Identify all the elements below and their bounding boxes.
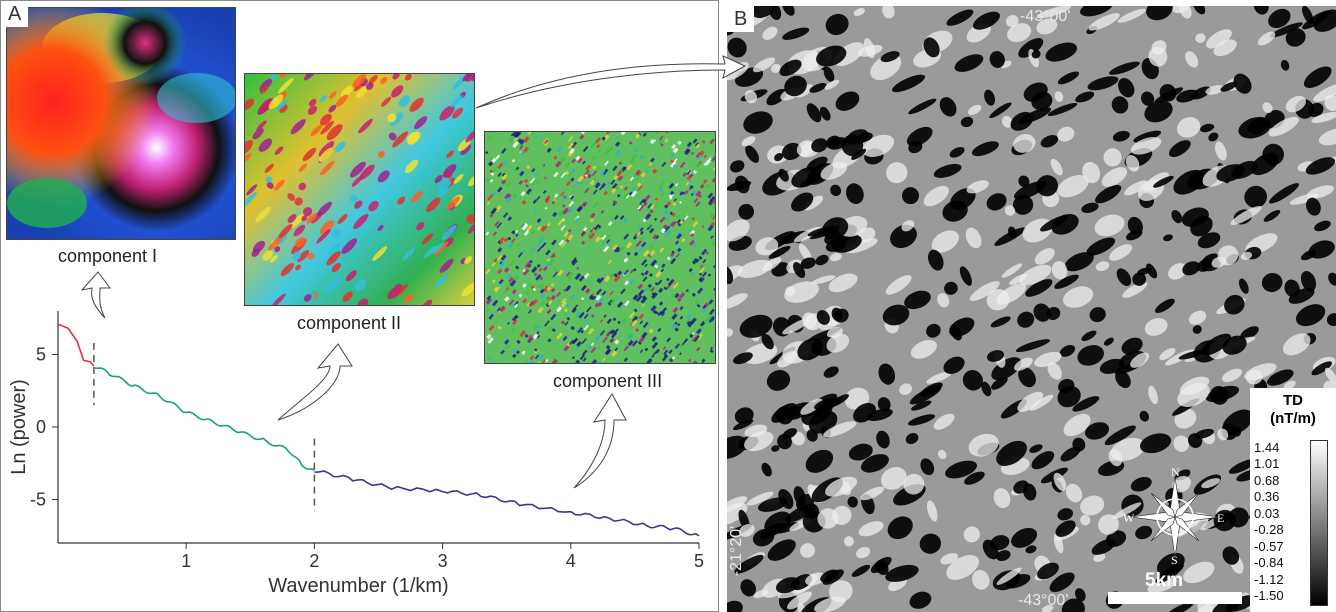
- x-axis-label: Wavenumber (1/km): [268, 575, 448, 597]
- legend-value: 0.68: [1254, 473, 1280, 488]
- series-line: [93, 367, 315, 472]
- component-iii-image: [484, 131, 716, 364]
- component-ii-image: [244, 73, 475, 306]
- x-tick-label: 3: [438, 551, 448, 571]
- x-tick-label: 1: [181, 551, 191, 571]
- y-axis-label: Ln (power): [8, 379, 30, 475]
- compass-n: N: [1171, 465, 1180, 479]
- component-ii-caption: component II: [297, 313, 402, 333]
- y-tick-label: 5: [36, 345, 46, 365]
- component-iii-caption: component III: [553, 371, 663, 391]
- coord-top: -43°00': [1020, 8, 1071, 25]
- legend-value: 1.44: [1254, 440, 1280, 455]
- panel-a-letter: A: [1, 1, 29, 27]
- panel-b-td-map: [727, 6, 1336, 612]
- panel-b-letter: B: [727, 6, 755, 32]
- legend-value: -0.84: [1254, 555, 1284, 570]
- x-tick-label: 5: [694, 551, 704, 571]
- legend-value: -0.28: [1254, 522, 1284, 537]
- series-line: [57, 323, 95, 367]
- power-spectrum-chart: 1 2 3 4 5 5 0 -5 Wavenumber (1/km) Ln (power): [8, 311, 704, 597]
- td-legend: TD (nT/m) 1.44 1.01 0.68 0.36 0.03 -0.28…: [1250, 388, 1336, 612]
- y-tick-label: 0: [36, 417, 46, 437]
- y-tick-label: -5: [30, 490, 46, 510]
- legend-value: -0.57: [1254, 539, 1284, 554]
- td-map-image: [727, 6, 1336, 612]
- scale-bar-label: 5km: [1145, 570, 1184, 591]
- x-tick-label: 2: [309, 551, 319, 571]
- compass-w: W: [1123, 511, 1135, 525]
- series-line: [314, 470, 700, 537]
- component-i-image: [6, 7, 236, 240]
- legend-value: 0.03: [1254, 506, 1280, 521]
- legend-value: 0.36: [1254, 489, 1280, 504]
- legend-value: -1.50: [1254, 588, 1284, 603]
- compass-e: E: [1217, 511, 1224, 525]
- scale-bar: [1108, 592, 1242, 604]
- component-i-caption: component I: [58, 246, 158, 266]
- x-tick-label: 4: [566, 551, 576, 571]
- legend-value: 1.01: [1254, 456, 1280, 471]
- legend-title: TD: [1283, 392, 1303, 409]
- legend-unit: (nT/m): [1270, 410, 1316, 427]
- legend-value: -1.12: [1254, 572, 1284, 587]
- coord-left: -21°20': [728, 525, 746, 577]
- coord-bottom: -43°00': [1018, 592, 1069, 609]
- compass-s: S: [1171, 553, 1178, 565]
- compass-rose-icon: N E S W: [1123, 465, 1224, 565]
- legend-color-bar: [1310, 440, 1328, 606]
